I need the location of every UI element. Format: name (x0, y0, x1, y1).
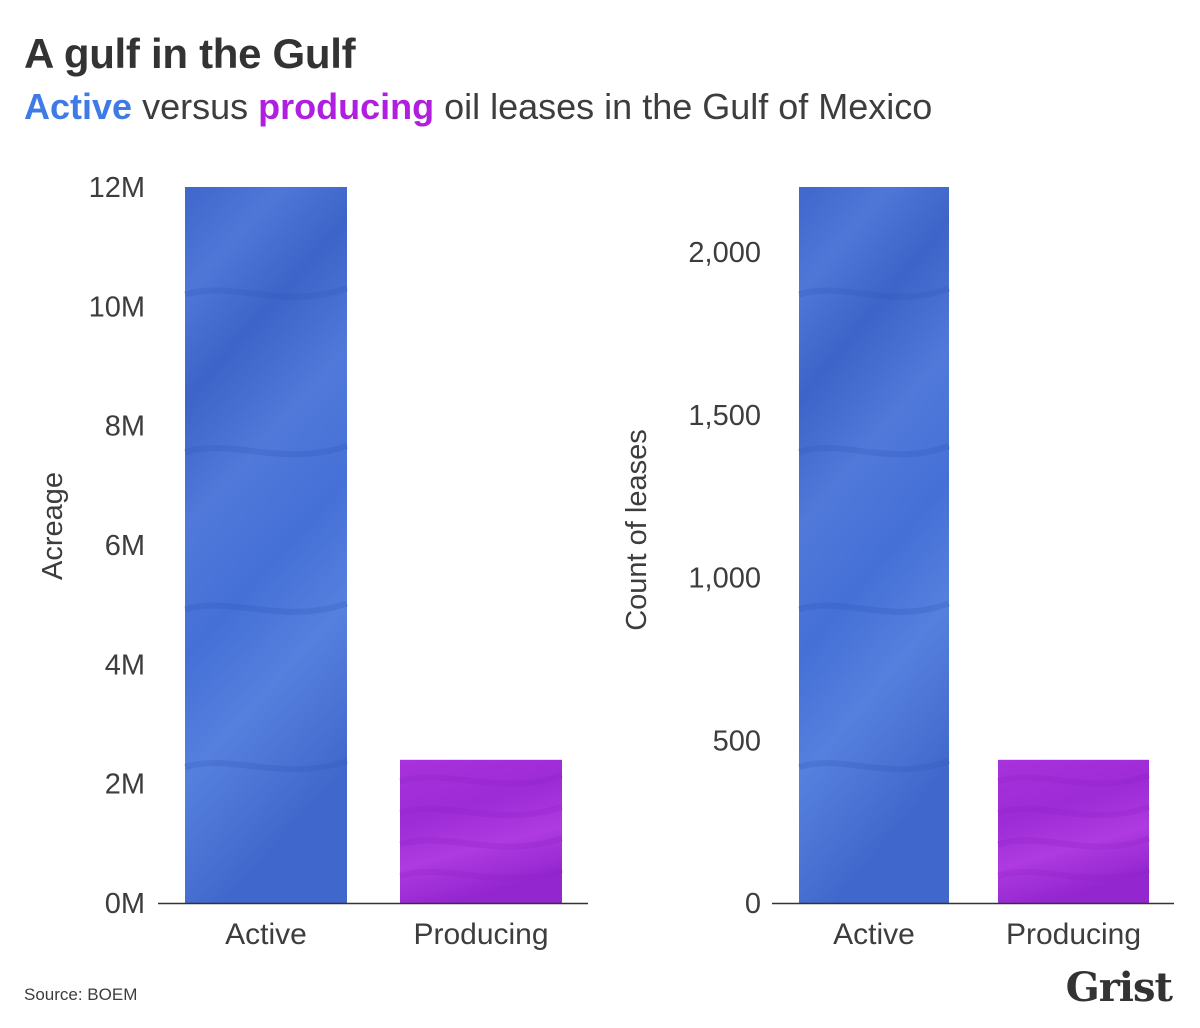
acreage-category-label-active: Active (225, 918, 307, 951)
lease-count-bar-texture (997, 866, 1151, 882)
lease-count-y-axis-label: Count of leases (621, 429, 653, 631)
lease-count-bar-texture (997, 772, 1151, 787)
subtitle-active-word: Active (24, 86, 133, 127)
acreage-y-tick-label: 10M (89, 291, 145, 323)
lease-count-bar-texture (997, 803, 1151, 819)
acreage-y-tick-label: 0M (105, 888, 145, 920)
acreage-y-tick-label: 4M (105, 649, 145, 681)
acreage-bar-texture (399, 772, 563, 787)
acreage-bar-texture (399, 835, 563, 850)
lease-count-bar-texture (798, 758, 951, 773)
lease-count-bar-texture (997, 835, 1151, 850)
subtitle-text-versus: versus (132, 86, 259, 127)
chart-title: A gulf in the Gulf (24, 30, 356, 77)
acreage-y-tick-label: 6M (105, 530, 145, 562)
acreage-bar-active (185, 187, 347, 903)
source-note: Source: BOEM (24, 985, 138, 1004)
lease-count-bar-active (799, 187, 949, 903)
chart-subtitle: Active versus producing oil leases in th… (24, 86, 932, 128)
lease-count-category-label-active: Active (833, 918, 915, 951)
subtitle-text-rest: oil leases in the Gulf of Mexico (434, 86, 933, 127)
lease-count-y-tick-label: 1,000 (688, 563, 761, 595)
acreage-bar-texture (184, 285, 348, 300)
subtitle-producing-word: producing (258, 86, 435, 127)
acreage-bar-texture (184, 443, 348, 458)
acreage-y-axis-label: Acreage (37, 472, 69, 580)
lease-count-y-tick-label: 2,000 (688, 237, 761, 269)
acreage-chart: 0M 2M 4M 6M 8M 10M 12M Acreage Active Producing (37, 172, 588, 951)
acreage-bar-texture (184, 758, 348, 773)
lease-count-y-tick-label: 0 (745, 888, 761, 920)
lease-count-category-label-producing: Producing (1006, 918, 1141, 951)
lease-count-bar-producing (998, 759, 1149, 903)
acreage-bar-texture (184, 600, 348, 615)
grist-logo: Grist (1065, 964, 1173, 1011)
lease-count-bar-texture (798, 600, 951, 615)
acreage-bar-texture (399, 866, 563, 882)
lease-count-y-tick-label: 1,500 (688, 400, 761, 432)
lease-count-chart: 0 500 1,000 1,500 2,000 Count of leases Active… (621, 187, 1174, 951)
acreage-bar-texture (399, 803, 563, 819)
acreage-y-tick-label: 2M (105, 769, 145, 801)
lease-count-bar-texture (798, 443, 951, 458)
acreage-y-tick-label: 8M (105, 411, 145, 443)
lease-count-bar-texture (798, 285, 951, 300)
acreage-category-label-producing: Producing (413, 918, 548, 951)
lease-count-y-tick-label: 500 (713, 725, 761, 757)
acreage-y-tick-label: 12M (89, 172, 145, 204)
acreage-bar-producing (400, 759, 562, 903)
